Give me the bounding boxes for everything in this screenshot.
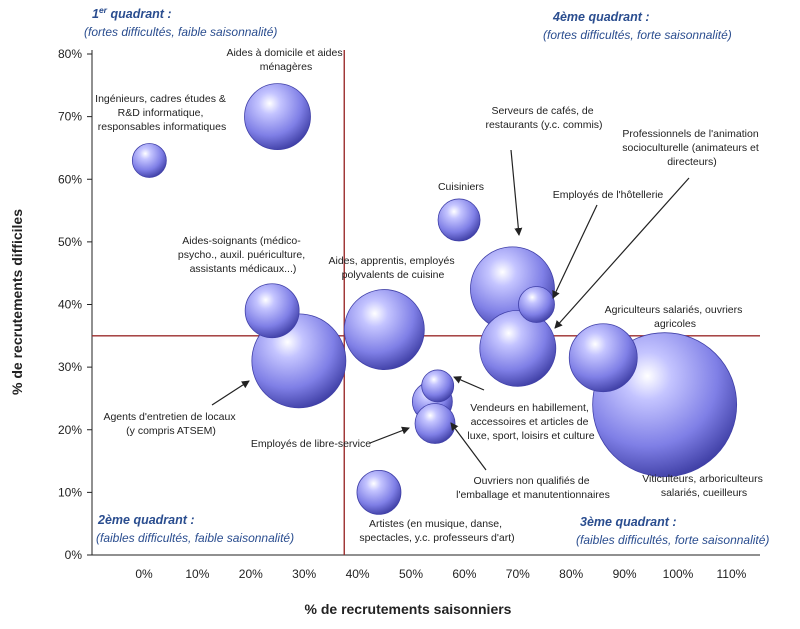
label-ingenieurs: Ingénieurs, cadres études & R&D informat…	[95, 93, 229, 133]
bubble-point	[244, 83, 311, 151]
label-artistes: Artistes (en musique, danse, spectacles,…	[359, 518, 514, 544]
bubbles	[131, 83, 738, 515]
quadrant-1-subtitle: (fortes difficultés, faible saisonnalité…	[84, 25, 277, 39]
x-tick-label: 70%	[506, 567, 530, 581]
label-agents-entretien: Agents d'entretien de locaux (y compris …	[103, 411, 238, 437]
x-tick-label: 0%	[135, 567, 153, 581]
x-tick-label: 110%	[716, 567, 746, 581]
x-tick-label: 60%	[452, 567, 476, 581]
y-tick-label: 80%	[58, 47, 82, 61]
arrow-hotellerie	[552, 204, 598, 299]
y-tick-label: 30%	[58, 360, 82, 374]
label-vendeurs: Vendeurs en habillement, accessoires et …	[467, 402, 594, 442]
arrow-libre-service	[369, 426, 410, 444]
arrow-serveurs	[510, 149, 523, 236]
y-tick-label: 40%	[58, 298, 82, 312]
annotation-arrows	[211, 149, 690, 471]
label-aides-soignants: Aides-soignants (médico- psycho., auxil.…	[178, 235, 308, 275]
bubble-point	[244, 283, 300, 339]
x-tick-label: 100%	[663, 567, 694, 581]
x-tick-label: 90%	[613, 567, 637, 581]
arrow-vendeurs	[453, 376, 485, 391]
quadrant-1-label: 1er quadrant : (fortes difficultés, faib…	[84, 5, 277, 39]
quadrant-2-title: 2ème quadrant :	[97, 513, 195, 527]
label-viticulteurs: Viticulteurs, arboriculteurs salariés, c…	[642, 473, 766, 499]
x-tick-label: 40%	[346, 567, 370, 581]
bubble-point	[414, 403, 456, 444]
bubble-point	[356, 469, 402, 515]
label-cuisiniers: Cuisiniers	[438, 181, 484, 193]
arrow-ouvriers	[450, 422, 487, 471]
axis-ticks: 0% 10% 20% 30% 40% 50% 60% 70% 80% 0% 10% 20% 30% 40%…	[58, 47, 747, 581]
y-axis-label: % de recrutements difficiles	[9, 209, 25, 395]
x-axis-label: % de recrutements saisonniers	[305, 601, 512, 617]
y-tick-label: 10%	[58, 485, 82, 499]
bubble-point	[479, 309, 557, 387]
quadrant-4-label: 4ème quadrant : (fortes difficultés, for…	[543, 10, 732, 42]
bubble-point	[568, 323, 638, 393]
label-libre-service: Employés de libre-service	[251, 438, 371, 450]
bubble-point	[518, 286, 555, 323]
x-tick-label: 80%	[559, 567, 583, 581]
label-agriculteurs: Agriculteurs salariés, ouvriers agricole…	[605, 304, 746, 330]
label-serveurs: Serveurs de cafés, de restaurants (y.c. …	[485, 105, 602, 131]
y-tick-label: 70%	[58, 110, 82, 124]
quadrant-2-label: 2ème quadrant : (faibles difficultés, fa…	[96, 513, 294, 545]
bubble-point	[437, 198, 481, 242]
arrow-agents	[211, 380, 250, 406]
quadrant-3-label: 3ème quadrant : (faibles difficultés, fo…	[576, 515, 769, 547]
arrow-animation	[554, 177, 690, 329]
label-hotellerie: Employés de l'hôtellerie	[553, 189, 664, 201]
y-tick-label: 50%	[58, 235, 82, 249]
label-aides-cuisine: Aides, apprentis, employés polyvalents d…	[329, 255, 458, 281]
y-tick-label: 0%	[65, 548, 83, 562]
y-tick-label: 60%	[58, 172, 82, 186]
bubble-point	[421, 369, 455, 403]
quadrant-3-title: 3ème quadrant :	[580, 515, 677, 529]
quadrant-1-title: 1er quadrant :	[92, 5, 172, 21]
quadrant-4-title: 4ème quadrant :	[552, 10, 650, 24]
x-tick-label: 50%	[399, 567, 423, 581]
bubble-point	[343, 289, 425, 370]
y-tick-label: 20%	[58, 423, 82, 437]
label-ouvriers-emballage: Ouvriers non qualifiés de l'emballage et…	[456, 475, 610, 501]
label-aides-domicile: Aides à domicile et aides ménagères	[226, 47, 345, 73]
bubble-point	[131, 143, 167, 178]
quadrant-3-subtitle: (faibles difficultés, forte saisonnalité…	[576, 533, 769, 547]
quadrant-2-subtitle: (faibles difficultés, faible saisonnalit…	[96, 531, 294, 545]
quadrant-4-subtitle: (fortes difficultés, forte saisonnalité)	[543, 28, 732, 42]
x-tick-label: 10%	[185, 567, 209, 581]
label-animation: Professionnels de l'animation sociocultu…	[622, 128, 761, 168]
x-tick-label: 30%	[292, 567, 316, 581]
x-tick-label: 20%	[239, 567, 263, 581]
